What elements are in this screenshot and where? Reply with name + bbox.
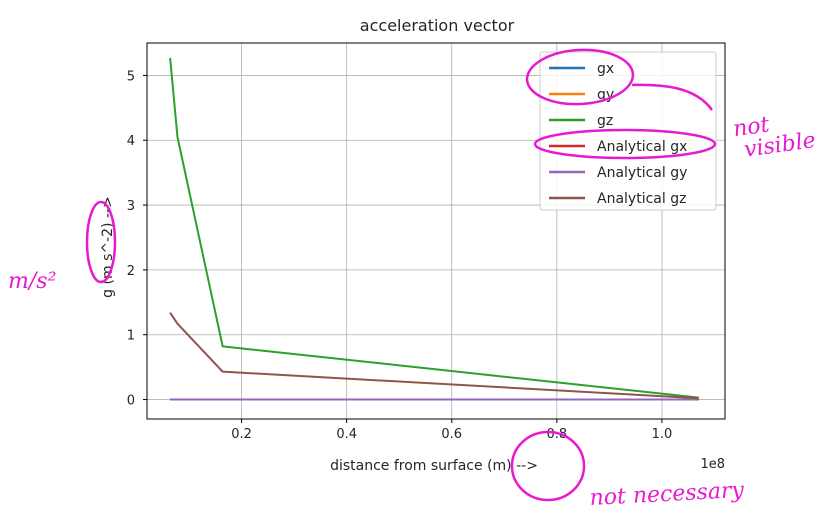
- y-tick-label: 0: [127, 394, 135, 409]
- not-visible-line1: not: [732, 112, 772, 142]
- legend-label: gx: [597, 61, 614, 77]
- legend-circle-gx-gy: [525, 48, 635, 106]
- x-axis-label: distance from surface (m) -->: [330, 458, 538, 474]
- legend-circle-analytical-gx: [533, 128, 717, 160]
- series-lines: [169, 57, 699, 401]
- x-tick-label: 0.4: [336, 427, 357, 442]
- ylabel-unit-circle: [85, 200, 117, 284]
- plot-frame: [146, 42, 726, 420]
- y-tick-label: 2: [127, 264, 135, 279]
- legend-label: Analytical gz: [597, 191, 686, 207]
- legend-label: gz: [597, 113, 613, 129]
- y-tick-label: 5: [127, 69, 135, 84]
- legend-label: Analytical gx: [597, 139, 687, 155]
- not-visible-note: not visible: [732, 106, 818, 164]
- unit-note: m/s²: [8, 269, 56, 294]
- x-tick-label: 0.2: [231, 427, 252, 442]
- xlabel-arrow-circle: [510, 430, 586, 502]
- series-line-analytical-gz: [169, 312, 699, 400]
- y-tick-label: 1: [127, 329, 135, 344]
- x-tick-label: 0.8: [547, 427, 568, 442]
- legend-label: Analytical gy: [597, 165, 687, 181]
- x-tick-label: 0.6: [441, 427, 462, 442]
- series-line-gz: [169, 57, 699, 399]
- chart-title: acceleration vector: [360, 16, 515, 35]
- x-offset-label: 1e8: [700, 457, 725, 472]
- legend-circle-tail: [631, 83, 714, 111]
- y-tick-label: 4: [127, 134, 135, 149]
- x-tick-label: 1.0: [652, 427, 673, 442]
- not-necessary-note: not necessary: [589, 478, 745, 511]
- axis-ticks: 0.2 0.4 0.6 0.8 1.0 0 1 2 3 4 5: [127, 69, 673, 442]
- y-tick-label: 3: [127, 199, 135, 214]
